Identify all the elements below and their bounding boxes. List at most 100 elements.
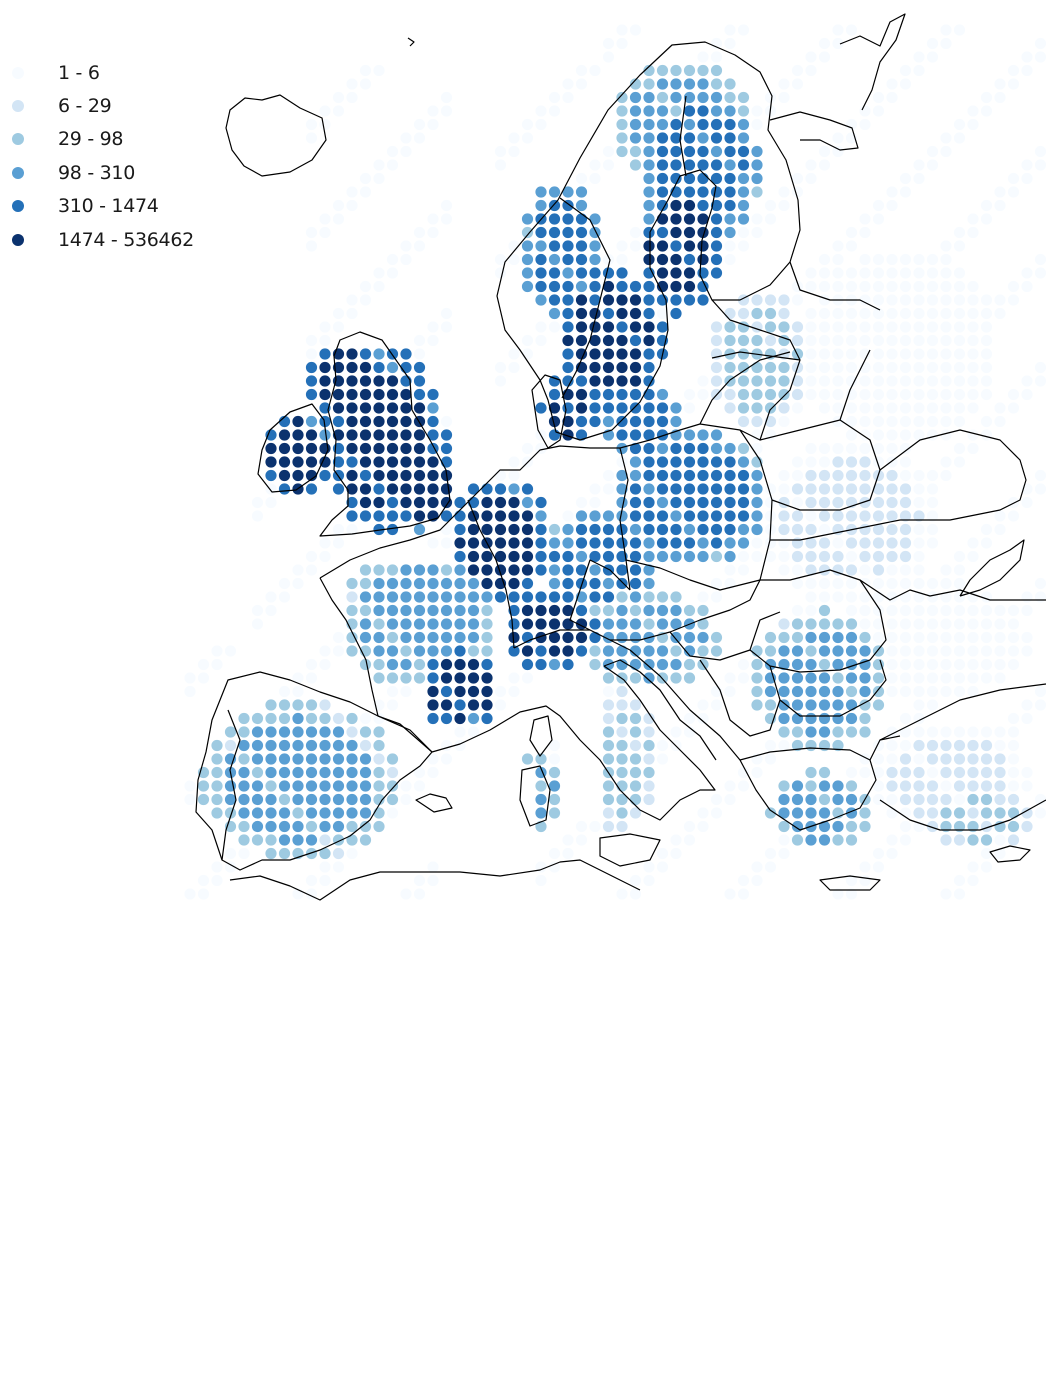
density-dot: [683, 172, 696, 185]
density-dot: [535, 334, 547, 347]
density-dot: [319, 537, 331, 549]
border-sweden-finland: [679, 95, 687, 177]
density-dot: [346, 456, 358, 468]
density-dot: [980, 780, 993, 792]
density-dot: [670, 415, 682, 428]
density-dot: [967, 793, 979, 806]
density-dot: [751, 388, 763, 401]
density-dot: [373, 469, 385, 482]
density-dot: [467, 658, 480, 671]
density-dot: [832, 334, 844, 347]
density-dot: [602, 712, 615, 725]
density-dot: [940, 361, 952, 374]
density-dot: [562, 577, 574, 590]
density-dot: [737, 564, 750, 576]
density-dot: [805, 280, 817, 293]
density-dot: [805, 658, 817, 671]
density-dot: [373, 672, 385, 684]
density-dot: [886, 537, 898, 549]
density-dot: [764, 685, 777, 698]
density-dot: [886, 834, 898, 846]
density-dot: [737, 658, 750, 671]
density-dot: [953, 280, 966, 293]
density-dot: [967, 388, 979, 401]
density-dot: [926, 348, 939, 360]
density-dot: [413, 240, 426, 252]
density-dot: [319, 780, 331, 792]
density-dot: [1021, 280, 1033, 293]
density-dot: [400, 240, 412, 252]
density-dot: [913, 564, 925, 576]
density-dot: [427, 685, 439, 698]
density-dot: [602, 51, 615, 63]
density-dot: [886, 199, 898, 212]
density-dot: [616, 510, 628, 522]
density-dot: [683, 186, 696, 198]
density-dot: [764, 496, 777, 509]
density-dot: [913, 807, 925, 819]
density-dot: [440, 442, 453, 455]
density-dot: [589, 820, 601, 833]
density-dot: [832, 685, 844, 698]
density-dot: [697, 267, 709, 279]
density-dot: [899, 280, 912, 293]
density-dot: [710, 64, 723, 77]
density-dot: [940, 132, 952, 144]
density-dot: [832, 280, 844, 293]
density-dot: [1034, 807, 1046, 819]
density-dot: [589, 577, 601, 590]
density-dot: [872, 280, 885, 293]
density-dot: [859, 280, 871, 293]
density-dot: [589, 604, 601, 617]
density-dot: [656, 739, 669, 752]
density-dot: [926, 753, 939, 765]
density-dot: [616, 388, 628, 401]
density-dot: [386, 253, 399, 266]
density-dot: [643, 132, 655, 144]
density-dot: [562, 253, 574, 266]
density-dot: [1007, 64, 1020, 77]
density-dot: [602, 159, 615, 171]
density-dot: [629, 334, 642, 347]
density-dot: [724, 523, 736, 536]
density-dot: [643, 267, 655, 279]
density-dot: [278, 685, 291, 698]
density-dot: [953, 294, 966, 306]
density-dot: [845, 685, 858, 698]
density-dot: [589, 213, 601, 225]
density-dot: [818, 496, 831, 509]
density-dot: [292, 415, 304, 428]
density-dot: [764, 375, 777, 387]
density-dot: [953, 402, 966, 414]
density-dot: [319, 712, 331, 725]
density-dot: [913, 415, 925, 428]
density-dot: [521, 523, 534, 536]
density-dot: [292, 793, 304, 806]
density-dot: [319, 834, 331, 846]
density-dot: [616, 145, 628, 158]
density-dot: [953, 591, 966, 603]
density-dot: [616, 105, 628, 117]
density-dot: [548, 591, 561, 603]
legend-swatch: [12, 200, 24, 213]
density-dot: [278, 753, 291, 765]
density-dot: [764, 645, 777, 657]
density-dot: [535, 523, 547, 536]
density-dot: [683, 226, 696, 239]
density-dot: [292, 807, 304, 819]
density-dot: [737, 483, 750, 495]
density-dot: [899, 469, 912, 482]
density-dot: [1034, 591, 1046, 603]
density-dot: [940, 294, 952, 306]
density-dot: [670, 199, 682, 212]
density-dot: [629, 753, 642, 765]
density-dot: [575, 280, 588, 293]
density-dot: [373, 753, 385, 765]
density-dot: [832, 361, 844, 374]
density-dot: [467, 645, 480, 657]
density-dot: [886, 658, 898, 671]
density-dot: [616, 766, 628, 779]
density-dot: [467, 537, 480, 549]
density-dot: [508, 469, 520, 482]
density-dot: [913, 334, 925, 347]
